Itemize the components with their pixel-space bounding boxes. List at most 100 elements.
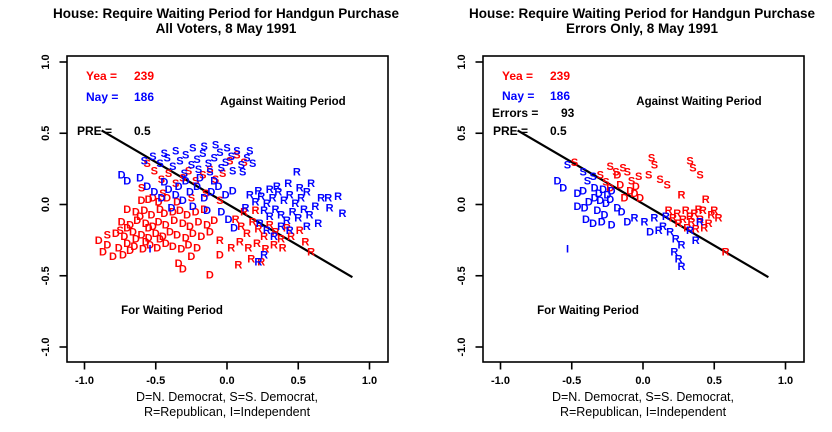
x-axis-label-line1: D=N. Democrat, S=S. Democrat,: [552, 390, 734, 404]
svg-text:1.0: 1.0: [40, 54, 52, 69]
svg-text:0.0: 0.0: [219, 375, 234, 387]
svg-text:R: R: [283, 222, 291, 234]
svg-text:D: D: [177, 244, 185, 256]
all-voters-plot: House: Require Waiting Period for Handgu…: [40, 6, 400, 419]
svg-text:D: D: [595, 188, 603, 200]
svg-text:R: R: [260, 231, 268, 243]
svg-text:R: R: [269, 192, 277, 204]
svg-text:S: S: [218, 162, 225, 174]
svg-text:R: R: [679, 214, 687, 226]
svg-text:D: D: [123, 222, 131, 234]
for-region-label: For Waiting Period: [537, 305, 639, 317]
svg-text:S: S: [149, 151, 156, 163]
svg-text:S: S: [188, 160, 195, 172]
svg-text:D: D: [175, 181, 183, 193]
svg-text:R: R: [234, 259, 242, 271]
svg-text:R: R: [722, 247, 730, 259]
svg-text:D: D: [142, 218, 150, 230]
cutting-line: [517, 129, 769, 279]
svg-text:S: S: [161, 148, 168, 160]
svg-text:R: R: [659, 221, 667, 233]
svg-text:R: R: [232, 214, 240, 226]
svg-text:S: S: [228, 151, 235, 163]
svg-text:D: D: [224, 214, 232, 226]
svg-text:D: D: [626, 185, 634, 197]
svg-text:S: S: [233, 150, 240, 162]
svg-text:D: D: [193, 181, 201, 193]
svg-text:-0.5: -0.5: [562, 375, 581, 387]
svg-text:D: D: [156, 204, 164, 216]
svg-text:R: R: [311, 201, 319, 213]
svg-text:D: D: [593, 205, 601, 217]
svg-text:S: S: [116, 225, 123, 237]
svg-text:R: R: [252, 205, 260, 217]
svg-text:S: S: [696, 170, 703, 182]
svg-text:S: S: [222, 157, 229, 169]
svg-text:R: R: [675, 254, 683, 266]
svg-text:S: S: [202, 188, 209, 200]
nay-count-value: 186: [134, 90, 154, 104]
svg-text:R: R: [303, 221, 311, 233]
svg-text:R: R: [677, 239, 685, 251]
svg-text:D: D: [620, 192, 628, 204]
svg-text:D: D: [589, 218, 597, 230]
svg-text:D: D: [138, 195, 146, 207]
svg-text:D: D: [596, 195, 604, 207]
svg-text:D: D: [183, 209, 191, 221]
svg-text:R: R: [640, 217, 648, 229]
svg-text:R: R: [287, 231, 295, 243]
svg-text:-1.0: -1.0: [75, 375, 94, 387]
svg-text:R: R: [216, 235, 224, 247]
svg-text:-1.0: -1.0: [491, 375, 510, 387]
svg-text:D: D: [118, 217, 126, 229]
nay-count-value: 186: [550, 89, 570, 103]
svg-text:D: D: [591, 182, 599, 194]
svg-text:R: R: [314, 218, 322, 230]
svg-text:D: D: [149, 192, 157, 204]
svg-text:R: R: [283, 215, 291, 227]
svg-text:S: S: [188, 192, 195, 204]
svg-text:R: R: [252, 197, 260, 209]
against-region-label: Against Waiting Period: [636, 96, 761, 108]
svg-text:D: D: [630, 188, 638, 200]
svg-text:R: R: [307, 178, 315, 190]
svg-text:S: S: [624, 167, 631, 179]
svg-text:S: S: [195, 164, 202, 176]
svg-text:R: R: [692, 224, 700, 236]
svg-text:D: D: [132, 234, 140, 246]
svg-text:S: S: [199, 148, 206, 160]
svg-text:D: D: [585, 197, 593, 209]
svg-text:S: S: [219, 168, 226, 180]
svg-text:D: D: [156, 234, 164, 246]
svg-text:I: I: [149, 244, 152, 256]
svg-text:S: S: [589, 171, 596, 183]
svg-text:R: R: [715, 212, 723, 224]
svg-text:R: R: [284, 178, 292, 190]
svg-text:R: R: [254, 257, 262, 269]
nay-count-label: Nay =: [502, 89, 534, 103]
svg-text:S: S: [689, 162, 696, 174]
svg-text:D: D: [206, 227, 214, 239]
svg-text:S: S: [612, 167, 619, 179]
errors-count-value: 93: [561, 106, 575, 120]
svg-text:1.0: 1.0: [362, 375, 377, 387]
svg-text:R: R: [677, 190, 685, 202]
svg-text:D: D: [145, 232, 153, 244]
svg-text:S: S: [571, 157, 578, 169]
svg-text:R: R: [271, 204, 279, 216]
svg-text:S: S: [172, 145, 179, 157]
svg-text:R: R: [244, 242, 252, 254]
svg-text:R: R: [699, 205, 707, 217]
svg-text:S: S: [159, 188, 166, 200]
svg-text:R: R: [710, 205, 718, 217]
svg-text:R: R: [240, 207, 248, 219]
svg-text:R: R: [702, 194, 710, 206]
svg-text:R: R: [686, 225, 694, 237]
svg-text:S: S: [635, 171, 642, 183]
svg-text:1.0: 1.0: [456, 54, 468, 69]
yea-count-value: 239: [550, 69, 570, 83]
svg-text:D: D: [162, 238, 170, 250]
svg-text:D: D: [143, 181, 151, 193]
against-region-label: Against Waiting Period: [220, 96, 345, 108]
